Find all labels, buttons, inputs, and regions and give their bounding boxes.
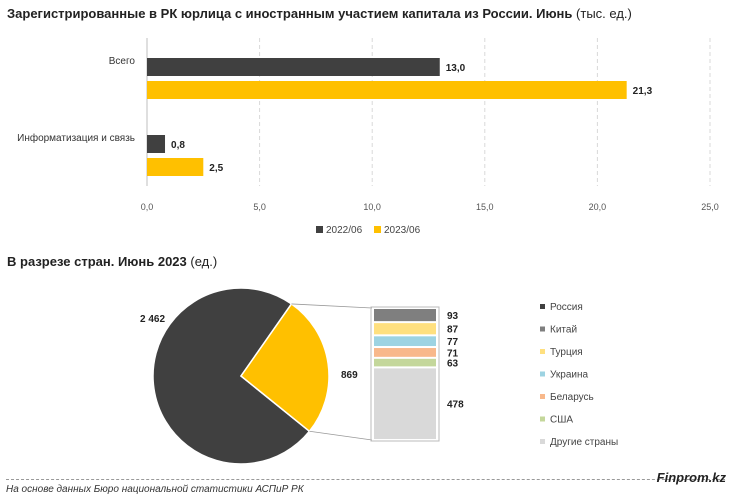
legend-label: Украина bbox=[550, 370, 589, 381]
source-note: На основе данных Бюро национальной стати… bbox=[6, 484, 304, 495]
stacked-segment-4 bbox=[374, 358, 436, 367]
legend-swatch bbox=[540, 326, 545, 332]
segment-label: 63 bbox=[447, 359, 459, 370]
stacked-column-frame bbox=[370, 306, 440, 442]
legend-swatch-2022/06 bbox=[316, 226, 323, 233]
connector-line bbox=[291, 303, 373, 309]
legend-label: Беларусь bbox=[550, 392, 594, 403]
chart-title-2: В разрезе стран. Июнь 2023 (ед.) bbox=[7, 254, 217, 269]
data-label: 0,8 bbox=[171, 140, 185, 151]
x-tick-label: 15,0 bbox=[476, 202, 494, 212]
data-label: 21,3 bbox=[633, 86, 653, 97]
legend-swatch bbox=[540, 349, 545, 354]
chart-title-2-unit: (ед.) bbox=[190, 254, 218, 269]
legend-swatch bbox=[540, 394, 545, 399]
x-tick-label: 20,0 bbox=[589, 202, 607, 212]
legend-swatch bbox=[540, 371, 545, 377]
legend-swatch bbox=[540, 439, 545, 444]
pie-label: 869 bbox=[341, 370, 358, 381]
legend-label: 2022/06 bbox=[326, 225, 363, 236]
legend-label: Россия bbox=[550, 302, 583, 313]
stacked-segment-1 bbox=[374, 323, 436, 335]
x-tick-label: 10,0 bbox=[363, 202, 381, 212]
legend-swatch bbox=[540, 416, 545, 422]
data-label: 13,0 bbox=[446, 63, 466, 74]
segment-label: 77 bbox=[447, 337, 459, 348]
chart-title-2-text: В разрезе стран. Июнь 2023 bbox=[7, 254, 187, 269]
stacked-segment-0 bbox=[374, 309, 436, 322]
legend-label: Другие страны bbox=[550, 437, 618, 448]
segment-label: 93 bbox=[447, 311, 459, 322]
chart-title-1-text: Зарегистрированные в РК юрлица с иностра… bbox=[7, 6, 573, 21]
bar-2022/06-0 bbox=[147, 58, 440, 76]
category-label: Информатизация и связь bbox=[17, 132, 135, 144]
legend-label: Турция bbox=[550, 347, 583, 358]
bar-2023/06-1 bbox=[147, 158, 204, 176]
legend-label: 2023/06 bbox=[384, 225, 421, 236]
pie-slice-other bbox=[239, 302, 330, 433]
category-label: Всего bbox=[109, 56, 136, 67]
stacked-segment-5 bbox=[374, 368, 436, 439]
segment-label: 87 bbox=[447, 325, 459, 336]
segment-label: 71 bbox=[447, 348, 459, 359]
legend-label: США bbox=[550, 415, 573, 426]
brand-logo: Finprom.kz bbox=[656, 470, 726, 485]
pie-label: 2 462 bbox=[140, 314, 165, 325]
x-tick-label: 25,0 bbox=[701, 202, 719, 212]
chart-title-1: Зарегистрированные в РК юрлица с иностра… bbox=[7, 6, 632, 21]
segment-label: 478 bbox=[447, 400, 464, 411]
chart-title-1-unit: (тыс. ед.) bbox=[576, 6, 632, 21]
bar-2023/06-0 bbox=[147, 81, 627, 99]
connector-line bbox=[309, 430, 373, 441]
x-tick-label: 0,0 bbox=[141, 202, 154, 212]
legend-label: Китай bbox=[550, 325, 577, 336]
footer-divider bbox=[6, 479, 725, 480]
legend-swatch bbox=[540, 304, 545, 309]
bar-2022/06-1 bbox=[147, 135, 166, 153]
data-label: 2,5 bbox=[209, 163, 223, 174]
stacked-segment-2 bbox=[374, 336, 436, 347]
pie-slice-russia-total bbox=[152, 287, 311, 465]
legend-swatch-2023/06 bbox=[374, 226, 381, 233]
stacked-segment-3 bbox=[374, 348, 436, 357]
x-tick-label: 5,0 bbox=[253, 202, 266, 212]
